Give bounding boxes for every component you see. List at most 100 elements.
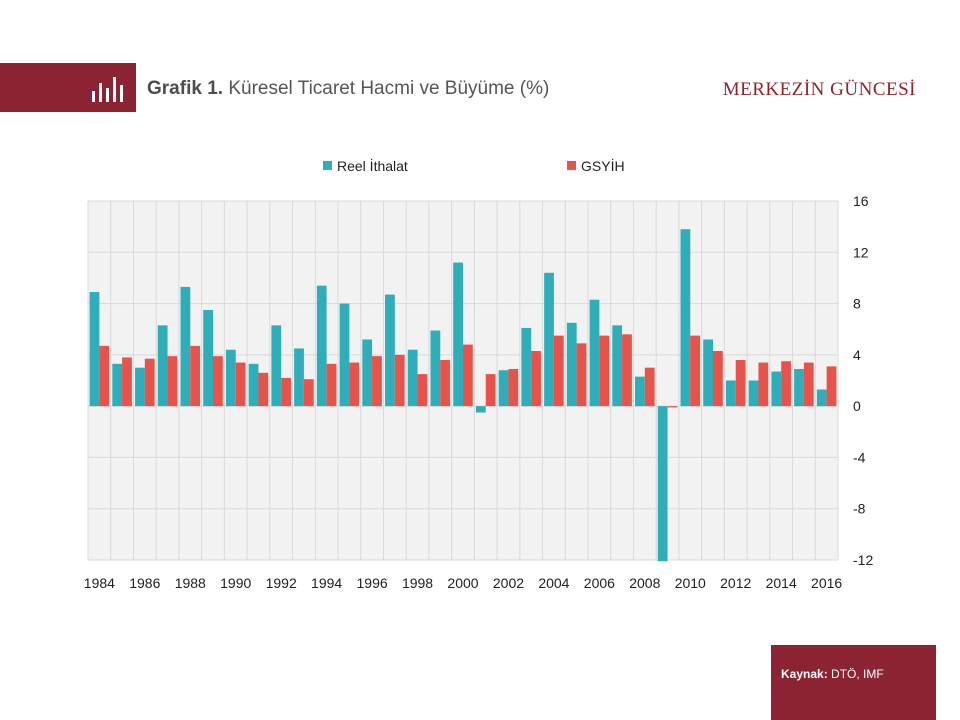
x-tick-label: 1984 xyxy=(84,575,115,591)
bar-gsyih xyxy=(531,351,541,407)
bar-reel-ithalat xyxy=(544,272,554,407)
x-tick-label: 2002 xyxy=(493,575,524,591)
bar-reel-ithalat xyxy=(703,339,713,407)
bar-gsyih xyxy=(826,366,837,407)
x-tick-label: 1998 xyxy=(402,575,433,591)
source-text: Kaynak: DTÖ, IMF xyxy=(781,667,884,681)
bar-reel-ithalat xyxy=(475,406,486,413)
title-number: Grafik 1. xyxy=(147,78,224,99)
bar-reel-ithalat xyxy=(248,363,259,407)
x-tick-label: 2006 xyxy=(584,575,615,591)
bar-reel-ithalat xyxy=(612,325,623,407)
x-tick-label: 2004 xyxy=(538,575,569,591)
bar-reel-ithalat xyxy=(521,327,532,407)
bar-reel-ithalat xyxy=(135,367,145,407)
bar-gsyih xyxy=(576,343,587,407)
page-title: Grafik 1. Küresel Ticaret Hacmi ve Büyüm… xyxy=(147,78,549,100)
bar-gsyih xyxy=(553,335,564,407)
y-tick-label: -12 xyxy=(853,552,873,568)
y-tick-label: 12 xyxy=(853,244,869,260)
bar-gsyih xyxy=(735,359,746,407)
bar-chart-icon xyxy=(92,77,123,102)
bar-reel-ithalat xyxy=(157,325,168,407)
bar-reel-ithalat xyxy=(771,371,782,407)
bar-reel-ithalat xyxy=(725,380,736,407)
bar-gsyih xyxy=(508,368,519,407)
legend-label: GSYİH xyxy=(581,157,625,174)
x-tick-label: 1988 xyxy=(175,575,206,591)
bar-reel-ithalat xyxy=(180,286,191,407)
x-tick-label: 1996 xyxy=(357,575,388,591)
x-tick-label: 2014 xyxy=(766,575,797,591)
bar-gsyih xyxy=(622,334,632,407)
bar-reel-ithalat xyxy=(794,368,804,407)
bar-gsyih xyxy=(213,356,223,407)
x-tick-label: 1994 xyxy=(311,575,342,591)
bar-reel-ithalat xyxy=(566,322,577,407)
y-tick-label: 16 xyxy=(853,193,869,209)
legend-swatch xyxy=(323,161,332,170)
bar-gsyih xyxy=(258,372,269,407)
bar-reel-ithalat xyxy=(271,325,282,407)
bar-reel-ithalat xyxy=(680,229,691,407)
bar-gsyih xyxy=(190,345,201,407)
y-tick-label: 0 xyxy=(853,398,861,414)
bar-reel-ithalat xyxy=(316,285,327,407)
source-label: Kaynak: xyxy=(781,667,828,681)
bar-reel-ithalat xyxy=(385,294,395,407)
y-tick-label: 8 xyxy=(853,296,861,312)
x-tick-label: 1986 xyxy=(129,575,160,591)
y-tick-label: 4 xyxy=(853,347,861,363)
bar-gsyih xyxy=(485,374,496,407)
bar-reel-ithalat xyxy=(339,303,350,407)
title-text: Küresel Ticaret Hacmi ve Büyüme (%) xyxy=(228,78,550,99)
bar-gsyih xyxy=(417,374,428,407)
bar-reel-ithalat xyxy=(203,309,213,407)
bar-gsyih xyxy=(440,359,451,407)
bar-reel-ithalat xyxy=(657,406,668,562)
bar-gsyih xyxy=(667,406,678,408)
bar-gsyih xyxy=(326,363,337,407)
bar-reel-ithalat xyxy=(89,292,100,407)
x-tick-label: 2008 xyxy=(629,575,660,591)
bar-gsyih xyxy=(394,354,405,407)
bar-gsyih xyxy=(303,379,314,407)
bar-reel-ithalat xyxy=(225,349,236,407)
source-box: Kaynak: DTÖ, IMF xyxy=(771,645,936,720)
bar-gsyih xyxy=(463,344,473,407)
y-tick-label: -4 xyxy=(853,449,866,465)
bar-gsyih xyxy=(144,358,155,407)
bar-reel-ithalat xyxy=(498,370,509,407)
x-tick-label: 2016 xyxy=(811,575,842,591)
bar-reel-ithalat xyxy=(635,376,645,407)
bar-gsyih xyxy=(167,356,178,407)
bar-gsyih xyxy=(713,351,723,407)
bar-reel-ithalat xyxy=(748,380,759,407)
legend-label: Reel İthalat xyxy=(337,157,408,174)
x-tick-label: 2010 xyxy=(675,575,706,591)
source-value: DTÖ, IMF xyxy=(831,667,884,681)
bar-reel-ithalat xyxy=(407,349,418,407)
bar-gsyih xyxy=(235,362,246,407)
trade-growth-chart: 16 12 8 4 0 -4 -8 -12 1984 1986 1988 1990 1992 1994 19… xyxy=(84,157,874,591)
brand-name: MERKEZİN GÜNCESİ xyxy=(722,79,916,100)
bar-reel-ithalat xyxy=(430,330,441,407)
bar-reel-ithalat xyxy=(589,299,600,407)
bar-gsyih xyxy=(372,356,382,407)
x-tick-label: 2000 xyxy=(447,575,478,591)
bar-reel-ithalat xyxy=(362,339,373,407)
bar-gsyih xyxy=(758,362,769,407)
bar-gsyih xyxy=(781,361,791,407)
bar-reel-ithalat xyxy=(453,262,463,407)
bar-gsyih xyxy=(690,335,701,407)
x-tick-label: 1990 xyxy=(220,575,251,591)
bar-gsyih xyxy=(281,377,291,407)
bar-gsyih xyxy=(349,362,360,407)
x-tick-label: 1992 xyxy=(266,575,297,591)
bar-reel-ithalat xyxy=(112,363,123,407)
bar-gsyih xyxy=(803,362,814,407)
bar-gsyih xyxy=(122,357,132,407)
bar-reel-ithalat xyxy=(294,348,304,407)
bar-gsyih xyxy=(599,335,610,407)
y-tick-label: -8 xyxy=(853,501,866,517)
